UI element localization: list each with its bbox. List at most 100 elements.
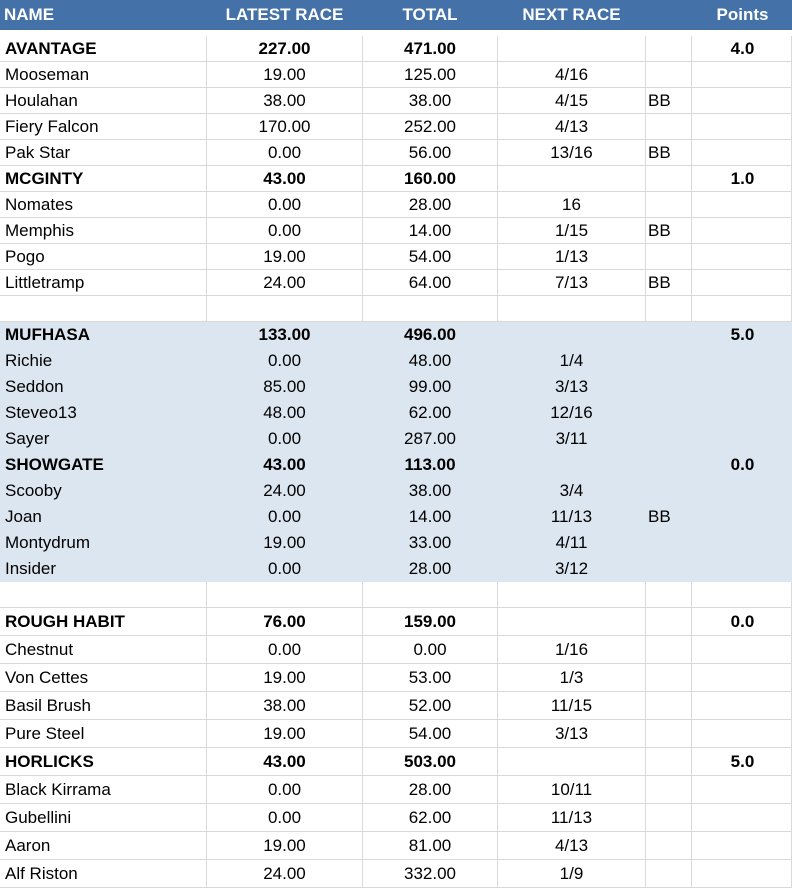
cell-points[interactable] [692,62,792,88]
cell-total[interactable]: 113.00 [363,452,498,478]
cell-name[interactable]: Von Cettes [0,664,207,692]
cell-next[interactable]: 10/11 [498,776,646,804]
cell-next[interactable]: 16 [498,192,646,218]
cell-name[interactable]: Gubellini [0,804,207,832]
cell-extra[interactable] [646,804,692,832]
cell-points[interactable] [692,88,792,114]
cell-latest[interactable]: 19.00 [207,664,363,692]
cell-next[interactable] [498,452,646,478]
cell-next[interactable] [498,166,646,192]
cell-extra[interactable] [646,426,692,452]
cell-name[interactable] [0,296,207,322]
cell-points[interactable] [692,860,792,888]
cell-extra[interactable] [646,478,692,504]
cell-points[interactable] [692,582,792,608]
cell-name[interactable]: Joan [0,504,207,530]
cell-points[interactable] [692,114,792,140]
cell-name[interactable]: Scooby [0,478,207,504]
cell-total[interactable]: 33.00 [363,530,498,556]
cell-points[interactable]: 0.0 [692,452,792,478]
cell-latest[interactable]: 24.00 [207,478,363,504]
cell-extra[interactable]: BB [646,270,692,296]
cell-total[interactable] [363,582,498,608]
cell-total[interactable]: 332.00 [363,860,498,888]
cell-name[interactable]: SHOWGATE [0,452,207,478]
cell-extra[interactable] [646,530,692,556]
cell-name[interactable]: Memphis [0,218,207,244]
cell-total[interactable]: 252.00 [363,114,498,140]
header-latest-race[interactable]: LATEST RACE [207,0,363,30]
cell-points[interactable] [692,374,792,400]
cell-latest[interactable]: 19.00 [207,62,363,88]
cell-total[interactable]: 54.00 [363,244,498,270]
cell-total[interactable]: 503.00 [363,748,498,776]
cell-next[interactable]: 1/3 [498,664,646,692]
cell-latest[interactable]: 43.00 [207,748,363,776]
cell-name[interactable]: Houlahan [0,88,207,114]
cell-points[interactable] [692,530,792,556]
cell-total[interactable]: 28.00 [363,776,498,804]
cell-extra[interactable] [646,192,692,218]
cell-total[interactable]: 287.00 [363,426,498,452]
cell-name[interactable]: Mooseman [0,62,207,88]
cell-points[interactable]: 0.0 [692,608,792,636]
cell-total[interactable]: 14.00 [363,218,498,244]
cell-total[interactable]: 125.00 [363,62,498,88]
cell-total[interactable]: 62.00 [363,400,498,426]
header-name[interactable]: NAME [0,0,207,30]
cell-extra[interactable] [646,636,692,664]
cell-total[interactable]: 48.00 [363,348,498,374]
cell-next[interactable]: 1/9 [498,860,646,888]
cell-next[interactable]: 4/13 [498,832,646,860]
cell-extra[interactable] [646,720,692,748]
cell-extra[interactable] [646,36,692,62]
header-extra[interactable] [646,0,692,30]
cell-latest[interactable]: 85.00 [207,374,363,400]
cell-points[interactable] [692,832,792,860]
cell-extra[interactable] [646,296,692,322]
cell-latest[interactable]: 48.00 [207,400,363,426]
cell-next[interactable]: 11/13 [498,504,646,530]
cell-extra[interactable] [646,114,692,140]
cell-extra[interactable]: BB [646,504,692,530]
cell-points[interactable] [692,636,792,664]
cell-name[interactable]: HORLICKS [0,748,207,776]
cell-extra[interactable] [646,664,692,692]
cell-extra[interactable] [646,608,692,636]
cell-latest[interactable]: 133.00 [207,322,363,348]
cell-name[interactable]: Pak Star [0,140,207,166]
cell-extra[interactable] [646,400,692,426]
cell-total[interactable]: 54.00 [363,720,498,748]
cell-total[interactable]: 471.00 [363,36,498,62]
cell-name[interactable]: MCGINTY [0,166,207,192]
cell-total[interactable]: 52.00 [363,692,498,720]
cell-latest[interactable]: 24.00 [207,860,363,888]
cell-points[interactable] [692,664,792,692]
cell-name[interactable]: Pogo [0,244,207,270]
cell-name[interactable]: Pure Steel [0,720,207,748]
cell-next[interactable]: 1/13 [498,244,646,270]
cell-total[interactable]: 64.00 [363,270,498,296]
cell-points[interactable]: 4.0 [692,36,792,62]
cell-latest[interactable]: 170.00 [207,114,363,140]
cell-latest[interactable]: 0.00 [207,776,363,804]
cell-extra[interactable] [646,860,692,888]
cell-name[interactable]: ROUGH HABIT [0,608,207,636]
cell-points[interactable] [692,504,792,530]
cell-next[interactable] [498,296,646,322]
cell-points[interactable] [692,244,792,270]
cell-extra[interactable]: BB [646,140,692,166]
cell-next[interactable]: 3/13 [498,374,646,400]
cell-points[interactable]: 5.0 [692,322,792,348]
cell-latest[interactable]: 0.00 [207,140,363,166]
cell-total[interactable]: 14.00 [363,504,498,530]
cell-latest[interactable]: 0.00 [207,192,363,218]
header-total[interactable]: TOTAL [363,0,498,30]
cell-latest[interactable]: 0.00 [207,556,363,582]
cell-extra[interactable] [646,748,692,776]
cell-extra[interactable] [646,374,692,400]
cell-points[interactable] [692,400,792,426]
cell-latest[interactable]: 38.00 [207,88,363,114]
cell-next[interactable] [498,36,646,62]
cell-latest[interactable]: 24.00 [207,270,363,296]
